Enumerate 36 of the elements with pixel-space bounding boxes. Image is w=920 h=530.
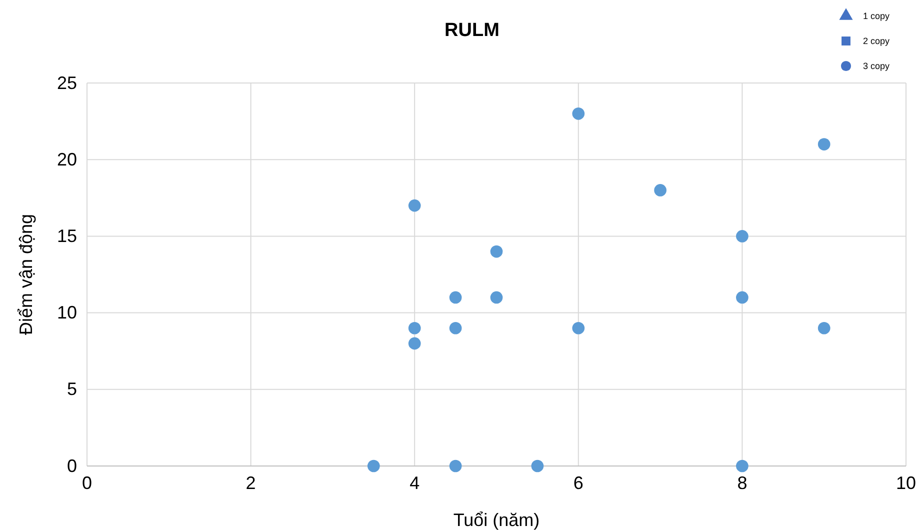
point bbox=[490, 291, 503, 304]
x-tick-label: 4 bbox=[410, 472, 420, 493]
y-tick-label: 20 bbox=[56, 149, 77, 170]
legend-label: 2 copy bbox=[863, 36, 890, 46]
x-tick-label: 8 bbox=[737, 472, 748, 493]
point bbox=[408, 199, 421, 212]
x-tick-label: 10 bbox=[896, 472, 916, 493]
point bbox=[449, 460, 462, 472]
point bbox=[367, 460, 380, 472]
point bbox=[531, 460, 544, 472]
y-tick-label: 5 bbox=[66, 379, 77, 400]
point bbox=[818, 322, 830, 334]
legend-label: 1 copy bbox=[863, 11, 890, 21]
legend-label: 3 copy bbox=[863, 61, 890, 71]
point bbox=[449, 291, 462, 304]
y-tick-label: 15 bbox=[56, 226, 77, 246]
y-tick-label: 10 bbox=[56, 302, 77, 323]
chart-title: RULM bbox=[444, 20, 500, 41]
point bbox=[736, 460, 748, 472]
x-tick-label: 2 bbox=[246, 472, 256, 493]
point bbox=[449, 322, 462, 334]
point bbox=[408, 322, 421, 334]
y-tick-label: 0 bbox=[66, 456, 77, 476]
point bbox=[490, 245, 503, 258]
point bbox=[654, 184, 666, 196]
point bbox=[408, 337, 421, 350]
point bbox=[572, 322, 585, 334]
point bbox=[818, 138, 830, 150]
x-axis-title: Tuổi (năm) bbox=[453, 510, 540, 530]
point bbox=[572, 107, 585, 120]
point bbox=[736, 230, 748, 242]
y-tick-label: 25 bbox=[56, 72, 77, 93]
point bbox=[736, 291, 748, 304]
x-tick-label: 6 bbox=[573, 472, 584, 493]
y-axis-title: Điểm vận động bbox=[16, 214, 36, 336]
x-tick-label: 0 bbox=[82, 472, 92, 493]
